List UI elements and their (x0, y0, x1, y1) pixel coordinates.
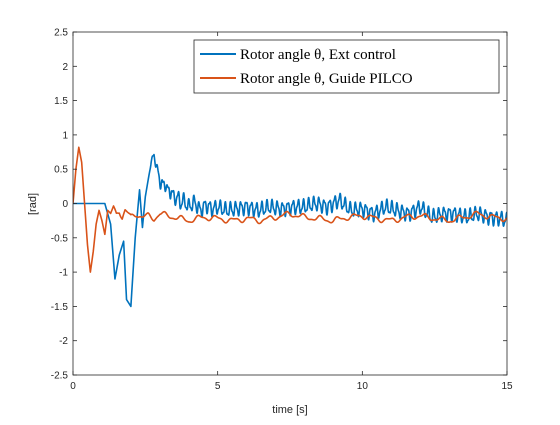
series-line-1 (73, 146, 507, 273)
y-tick-label: -1.5 (51, 302, 69, 313)
x-tick-label: 15 (501, 381, 513, 392)
legend-label-ext-control: Rotor angle θ, Ext control (240, 47, 396, 63)
legend-box (193, 39, 500, 94)
x-tick-label: 0 (70, 381, 76, 392)
x-tick-label: 10 (357, 381, 369, 392)
y-axis-label: [rad] (27, 193, 39, 215)
y-tick-label: 0.5 (54, 165, 68, 176)
chart-legend: Rotor angle θ, Ext control Rotor angle θ… (193, 39, 500, 94)
y-tick-label: 2 (62, 62, 68, 73)
y-axis-ticks: 2.5 2 1.5 1 0.5 0 -0.5 -1 -1.5 -2 -2.5 (51, 28, 507, 382)
series-layer (73, 146, 507, 308)
y-tick-label: -2.5 (51, 371, 69, 382)
x-axis-ticks: 0 5 10 15 (70, 32, 513, 392)
y-tick-label: 2.5 (54, 28, 68, 39)
x-axis-label: time [s] (272, 404, 307, 416)
y-tick-label: 1.5 (54, 96, 68, 107)
y-tick-label: -0.5 (51, 233, 69, 244)
y-tick-label: 1 (62, 130, 68, 141)
legend-label-guide-pilco: Rotor angle θ, Guide PILCO (240, 71, 413, 87)
x-tick-label: 5 (215, 381, 221, 392)
y-tick-label: 0 (62, 199, 68, 210)
y-tick-label: -1 (59, 268, 68, 279)
y-tick-label: -2 (59, 336, 68, 347)
